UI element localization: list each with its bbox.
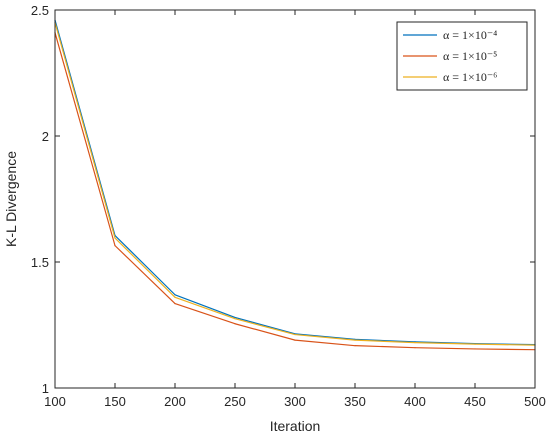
- data-point: [234, 316, 236, 319]
- legend: α = 1×10⁻⁴ α = 1×10⁻⁵ α = 1×10⁻⁶: [396, 21, 528, 91]
- data-point: [414, 347, 416, 349]
- data-point: [234, 318, 236, 320]
- data-point: [294, 339, 296, 341]
- data-point: [354, 339, 356, 341]
- x-tick-label: 450: [464, 394, 486, 409]
- y-tick-label: 1: [42, 381, 49, 396]
- data-point: [414, 342, 416, 344]
- plot-frame: [54, 9, 536, 389]
- data-point: [174, 294, 176, 296]
- x-tick-label: 150: [104, 394, 126, 409]
- series-layer: [54, 19, 536, 351]
- x-tick-label: 350: [344, 394, 366, 409]
- y-tick-label: 2.5: [31, 3, 49, 18]
- x-tick-label: 200: [164, 394, 186, 409]
- data-point: [474, 348, 476, 350]
- x-tick-label: 500: [524, 394, 546, 409]
- x-axis-label: Iteration: [270, 418, 321, 434]
- x-tick-label: 250: [224, 394, 246, 409]
- x-tick-label: 300: [284, 394, 306, 409]
- ticks-layer: 100 150 200 250 300 350 400 450 500 1 1.5 2 2.5: [31, 3, 546, 409]
- data-point: [474, 343, 476, 345]
- x-tick-label: 400: [404, 394, 426, 409]
- data-point: [114, 245, 116, 247]
- y-tick-label: 2: [42, 129, 49, 144]
- data-point: [294, 333, 296, 336]
- data-point: [114, 237, 116, 239]
- legend-entry: α = 1×10⁻⁴: [443, 28, 497, 42]
- x-tick-label: 100: [44, 394, 66, 409]
- legend-entry: α = 1×10⁻⁵: [443, 49, 497, 63]
- data-point: [174, 296, 176, 298]
- legend-entry: α = 1×10⁻⁶: [443, 70, 497, 84]
- data-point: [354, 345, 356, 347]
- data-point: [234, 323, 236, 325]
- data-point: [174, 302, 176, 305]
- y-tick-label: 1.5: [31, 255, 49, 270]
- y-axis-label: K-L Divergence: [3, 151, 19, 247]
